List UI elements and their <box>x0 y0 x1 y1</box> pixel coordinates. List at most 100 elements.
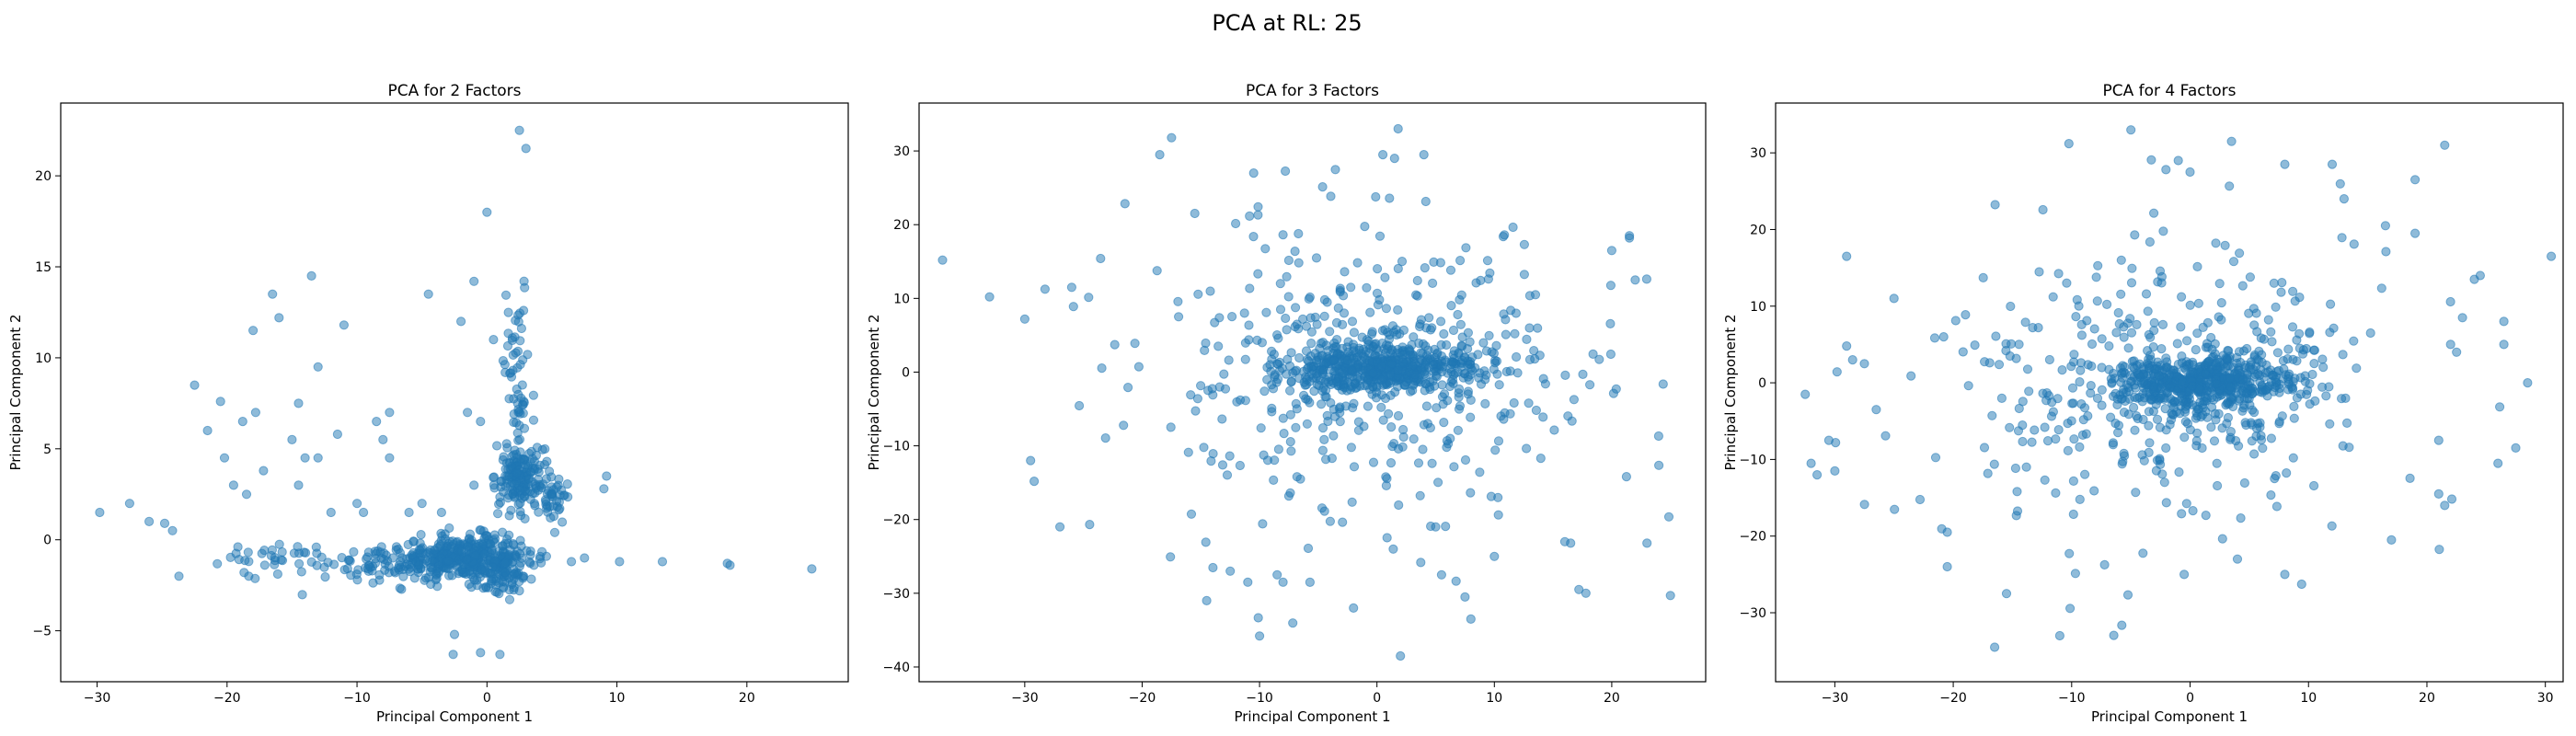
scatter-point <box>1889 293 1899 304</box>
scatter-point <box>1430 381 1440 391</box>
scatter-point <box>2051 488 2061 499</box>
scatter-point <box>2040 422 2050 432</box>
scatter-point <box>478 583 489 593</box>
scatter-point <box>1349 603 1359 614</box>
scatter-point <box>2064 548 2075 558</box>
scatter-point <box>1373 264 1383 274</box>
scatter-point <box>306 557 316 568</box>
scatter-point <box>1482 256 1493 266</box>
scatter-point <box>1842 251 1852 261</box>
scatter-point <box>2234 347 2245 357</box>
scatter-point <box>2187 381 2197 391</box>
scatter-point <box>1439 328 1449 339</box>
scatter-point <box>500 360 510 370</box>
scatter-point <box>558 490 569 500</box>
scatter-point <box>1201 537 1211 547</box>
scatter-point <box>1529 346 1539 356</box>
scatter-point <box>1382 533 1392 543</box>
scatter-point <box>1166 422 1176 432</box>
scatter-point <box>1265 360 1275 370</box>
scatter-point <box>2296 579 2306 590</box>
scatter-point <box>2064 139 2074 149</box>
scatter-point <box>535 460 545 470</box>
scatter-point <box>1319 434 1329 444</box>
scatter-point <box>1186 509 1197 519</box>
scatter-point <box>476 648 486 658</box>
scatter-point <box>1493 510 1503 520</box>
scatter-point <box>423 289 433 299</box>
scatter-point <box>1466 412 1476 422</box>
scatter-point <box>1314 380 1324 391</box>
scatter-point <box>1653 431 1664 442</box>
scatter-point <box>2122 590 2133 600</box>
scatter-point <box>2006 301 2016 312</box>
scatter-point <box>378 434 388 444</box>
scatter-point <box>1291 422 1301 432</box>
scatter-point <box>2067 383 2078 393</box>
scatter-point <box>2126 125 2136 135</box>
scatter-point <box>1208 390 1218 400</box>
scatter-point <box>2236 513 2246 523</box>
scatter-point <box>1442 339 1452 351</box>
scatter-points <box>95 125 817 660</box>
scatter-point <box>1420 196 1431 207</box>
scatter-point <box>470 550 480 561</box>
scatter-point <box>1393 382 1403 392</box>
scatter-point <box>2152 455 2162 466</box>
scatter-point <box>2167 408 2177 419</box>
scatter-point <box>1362 282 1372 293</box>
scatter-point <box>2173 155 2183 166</box>
scatter-point <box>2225 373 2236 383</box>
scatter-point <box>549 527 560 537</box>
scatter-point <box>2225 432 2236 443</box>
scatter-point <box>1466 488 1476 498</box>
y-tick-label: 20 <box>35 169 52 184</box>
scatter-point <box>1393 443 1404 454</box>
scatter-point <box>1915 494 1926 505</box>
scatter-point <box>1285 437 1295 447</box>
scatter-point <box>1152 266 1162 276</box>
scatter-point <box>1464 374 1475 385</box>
scatter-point <box>535 551 546 562</box>
scatter-point <box>1055 522 1065 532</box>
scatter-point <box>2278 356 2288 366</box>
scatter-point <box>2499 339 2509 350</box>
scatter-point <box>1190 406 1201 416</box>
scatter-point <box>1480 398 1490 408</box>
scatter-point <box>2066 362 2076 372</box>
scatter-point <box>2053 425 2064 435</box>
scatter-point <box>1294 352 1305 363</box>
scatter-point <box>1338 517 1348 527</box>
scatter-point <box>2145 438 2155 448</box>
scatter-point <box>1385 378 1395 388</box>
scatter-point <box>1270 455 1280 466</box>
panel-title: PCA for 2 Factors <box>387 82 521 100</box>
scatter-point <box>1096 253 1106 264</box>
scatter-point <box>1365 307 1375 317</box>
scatter-point <box>1378 415 1388 425</box>
scatter-point <box>1970 340 1980 351</box>
scatter-point <box>1393 123 1403 134</box>
scatter-point <box>241 489 252 500</box>
scatter-point <box>2177 509 2187 519</box>
x-tick-label: −30 <box>1011 691 1039 706</box>
scatter-point <box>500 290 512 300</box>
scatter-point <box>1294 228 1304 239</box>
scatter-point <box>469 480 479 490</box>
scatter-point <box>294 558 305 569</box>
scatter-point <box>2068 509 2078 520</box>
scatter-point <box>1439 418 1449 428</box>
scatter-point <box>1654 460 1664 470</box>
scatter-point <box>1859 359 1869 369</box>
scatter-point <box>1980 357 1990 367</box>
scatter-point <box>1392 329 1402 340</box>
scatter-point <box>2192 261 2202 271</box>
scatter-point <box>1110 339 1120 350</box>
scatter-point <box>540 443 550 454</box>
scatter-point <box>1319 294 1330 305</box>
scatter-point <box>2093 260 2103 270</box>
panel-title: PCA for 3 Factors <box>1246 82 1379 100</box>
scatter-point <box>190 380 200 390</box>
scatter-point <box>2087 339 2098 350</box>
scatter-point <box>1274 357 1285 367</box>
